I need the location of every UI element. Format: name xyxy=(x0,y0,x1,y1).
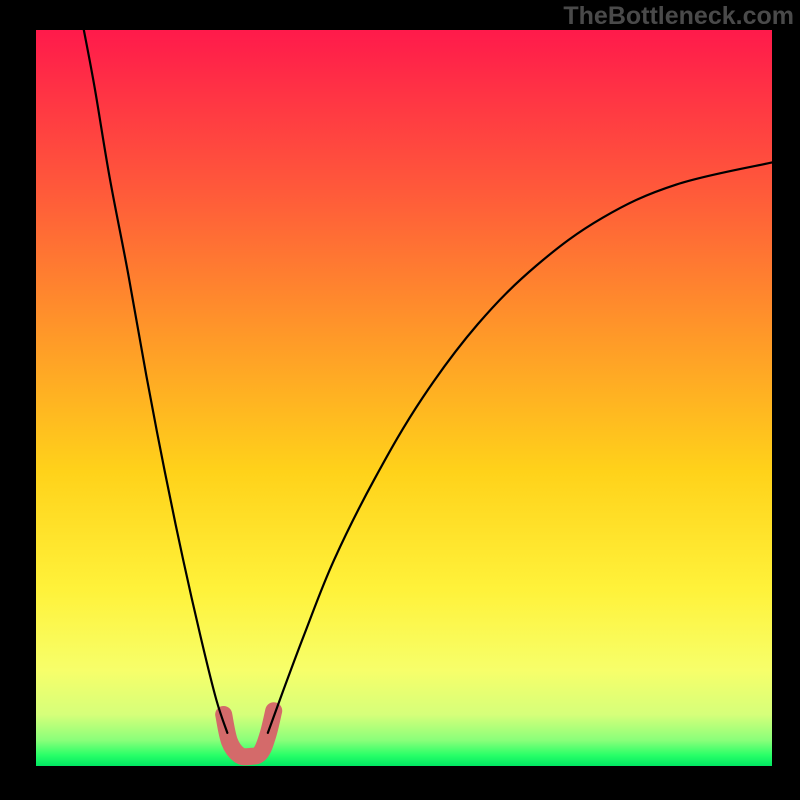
plot-background xyxy=(36,30,772,766)
chart-container: TheBottleneck.com xyxy=(0,0,800,800)
watermark-text: TheBottleneck.com xyxy=(563,2,794,31)
bottleneck-chart xyxy=(0,0,800,800)
